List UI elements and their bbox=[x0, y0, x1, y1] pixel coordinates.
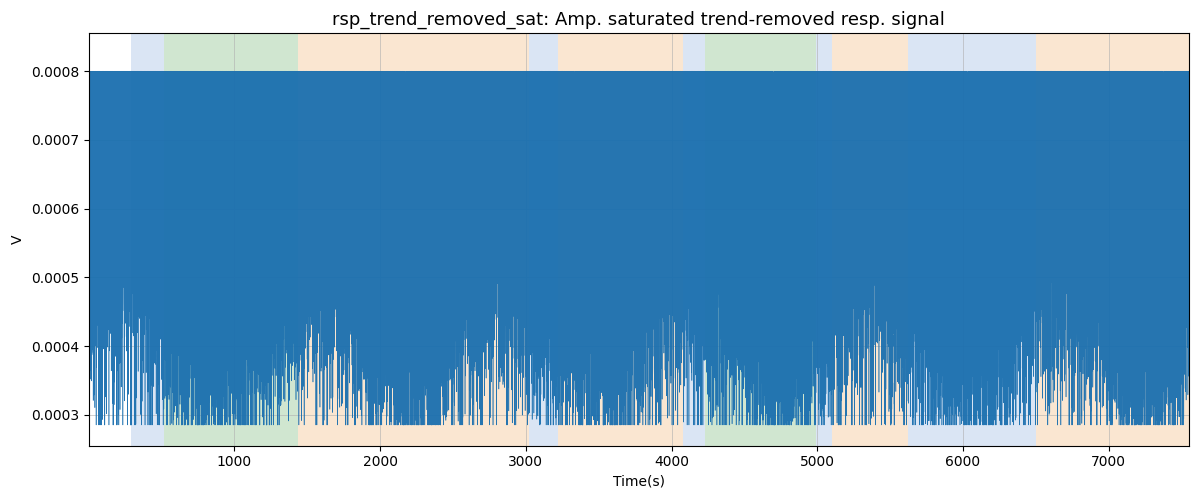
Bar bbox=[558, 34, 683, 446]
Title: rsp_trend_removed_sat: Amp. saturated trend-removed resp. signal: rsp_trend_removed_sat: Amp. saturated tr… bbox=[332, 11, 946, 30]
Bar bbox=[529, 34, 558, 446]
Bar bbox=[907, 34, 926, 446]
Bar bbox=[299, 34, 529, 446]
X-axis label: Time(s): Time(s) bbox=[613, 475, 665, 489]
Y-axis label: V: V bbox=[11, 235, 25, 244]
Bar bbox=[832, 34, 907, 446]
Bar bbox=[926, 34, 1036, 446]
Bar bbox=[706, 34, 816, 446]
Bar bbox=[164, 34, 299, 446]
Bar bbox=[1036, 34, 1189, 446]
Bar bbox=[816, 34, 832, 446]
Bar bbox=[131, 34, 164, 446]
Bar bbox=[683, 34, 706, 446]
